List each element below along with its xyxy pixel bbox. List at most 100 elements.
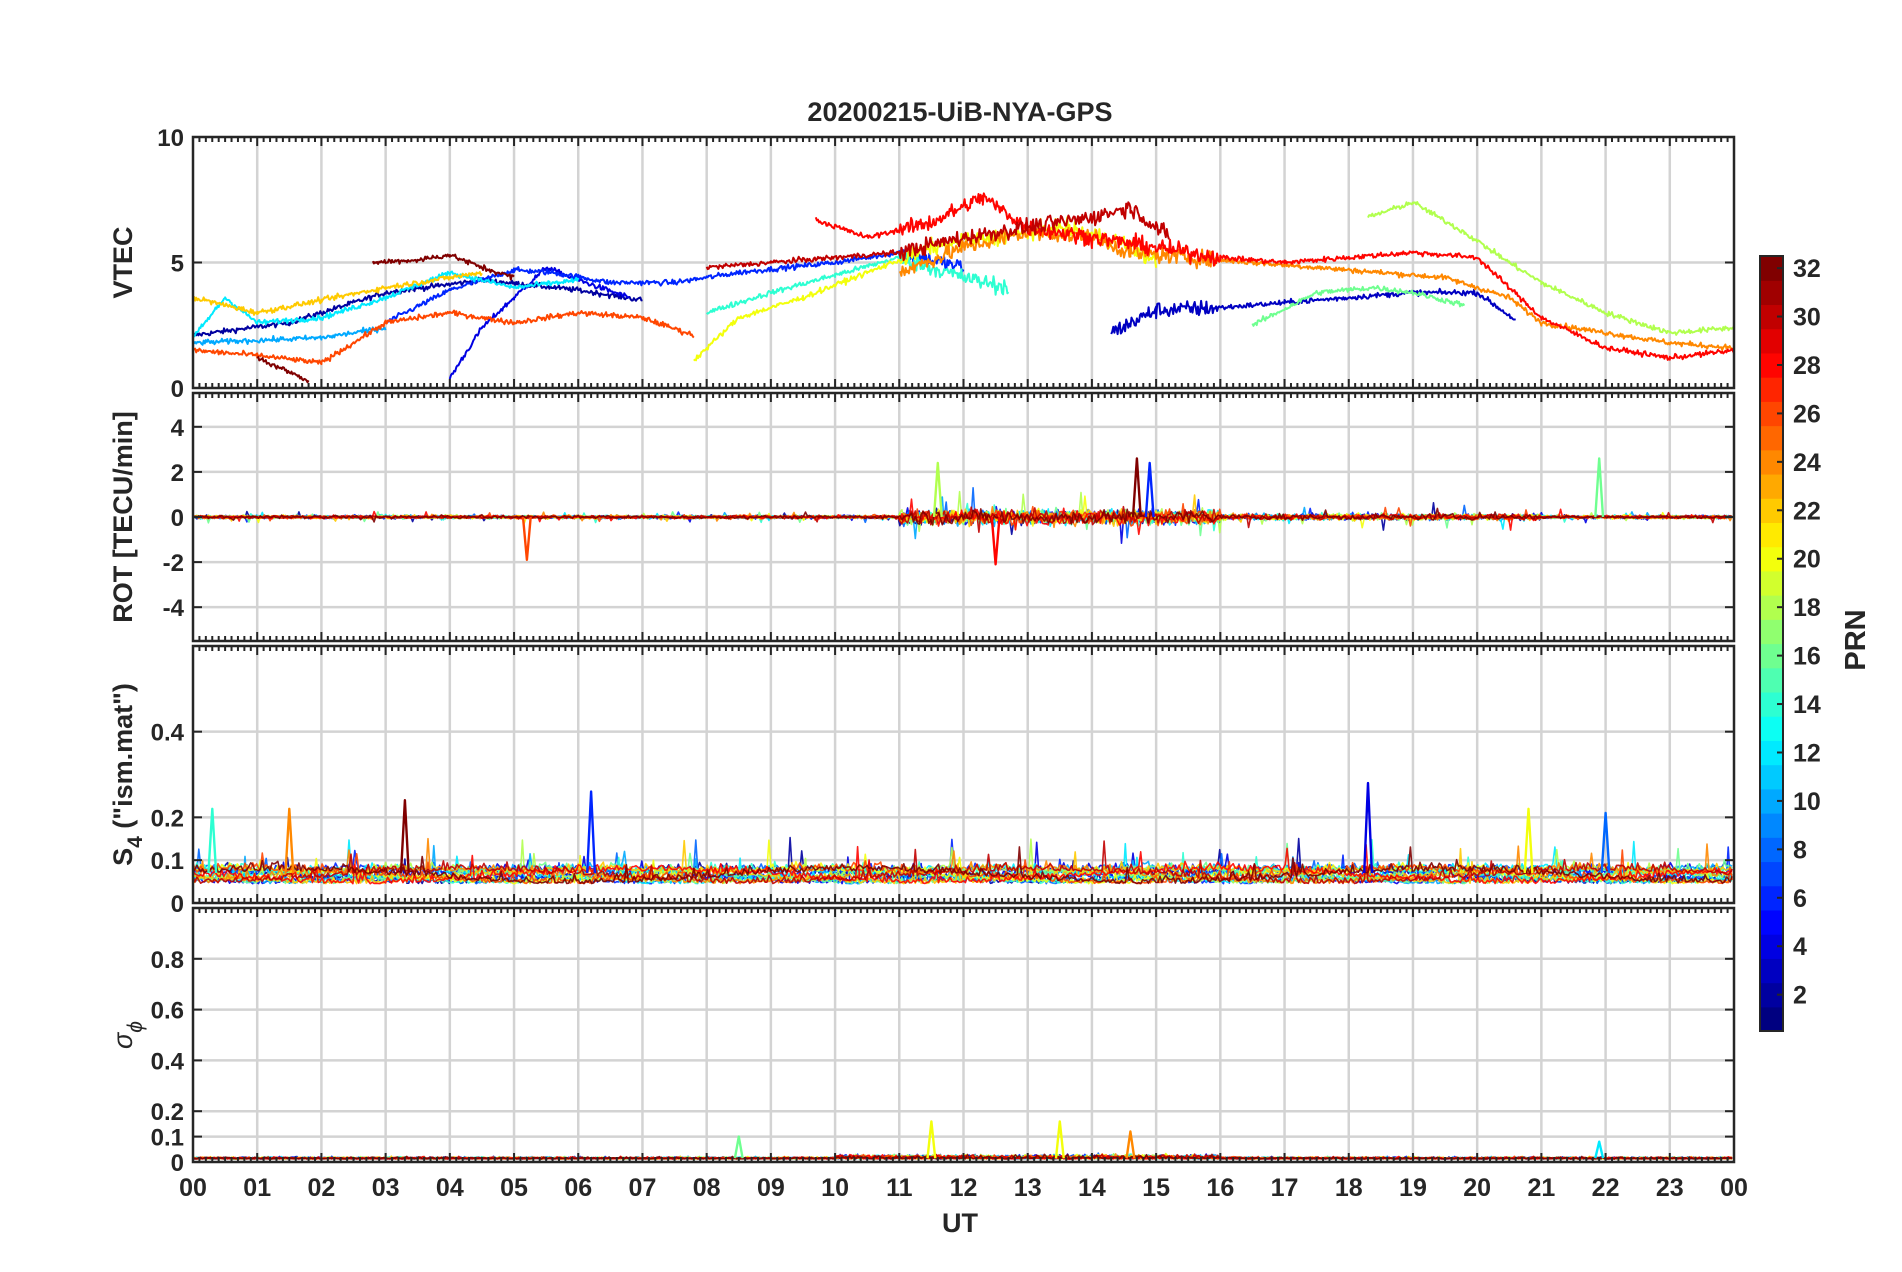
colorbar-tick-label: 30 <box>1793 304 1821 332</box>
colorbar-tick-label: 8 <box>1793 836 1807 864</box>
spike-prn-32 <box>1131 457 1142 518</box>
spike-prn-14 <box>207 807 218 874</box>
panel-4: 00.10.2 0.4 0.6 0.8 σϕ <box>108 906 1736 1177</box>
grid <box>193 646 1734 903</box>
colorbar-band <box>1760 643 1783 669</box>
x-ticks <box>192 393 1735 641</box>
colorbar-band <box>1760 861 1783 887</box>
y-tick-label: -4 <box>163 595 185 622</box>
vtec-series-prn-14 <box>705 252 1010 315</box>
y-axis-label: VTEC <box>108 226 138 298</box>
colorbar-band <box>1760 449 1783 475</box>
y-tick-label: 0 <box>171 1150 184 1177</box>
x-tick-label: 06 <box>564 1174 592 1202</box>
vtec-series-prn-28 <box>814 192 1734 361</box>
colorbar-band <box>1760 570 1783 596</box>
colorbar-band <box>1760 425 1783 451</box>
colorbar-frame <box>1759 255 1784 1032</box>
colorbar-tick-label: 14 <box>1793 691 1821 719</box>
spike-prn-24 <box>284 807 295 874</box>
y-tick-label: 0 <box>171 891 184 918</box>
vtec-series-prn-10 <box>193 326 387 346</box>
colorbar-band <box>1760 691 1783 717</box>
trace-prn-32 <box>193 507 1733 526</box>
vtec-series-prn-22 <box>193 271 483 316</box>
vtec-series-prn-4 <box>448 266 630 380</box>
y-axis-label-subscript: 4 <box>124 836 147 848</box>
x-tick-label: 11 <box>886 1174 913 1202</box>
grid <box>193 908 1734 1162</box>
x-tick-label: 13 <box>1014 1174 1042 1202</box>
y-tick-label: 0 <box>171 505 184 532</box>
x-tick-label: 02 <box>308 1174 336 1202</box>
y-tick-label: -2 <box>163 550 184 577</box>
x-tick-label: 20 <box>1463 1174 1491 1202</box>
colorbar-band <box>1760 837 1783 863</box>
colorbar-band <box>1760 619 1783 645</box>
colorbar-tick-label: 18 <box>1793 594 1821 622</box>
y-tick-label: 4 <box>171 415 185 442</box>
colorbar-band <box>1760 522 1783 548</box>
x-tick-label: 12 <box>950 1174 978 1202</box>
colorbar-band <box>1760 909 1783 935</box>
trace-prn-22 <box>193 839 1733 885</box>
spike-prn-20 <box>926 1120 937 1159</box>
x-tick-label: 04 <box>436 1174 464 1202</box>
vtec-series-prn-30 <box>705 201 1170 271</box>
spike-prn-16 <box>733 1135 744 1159</box>
colorbar-tick-label: 28 <box>1793 352 1821 380</box>
y-axis-label-suffix: ("ism.mat") <box>108 683 138 836</box>
x-tick-label: 09 <box>757 1174 785 1202</box>
colorbar-band <box>1760 740 1783 766</box>
y-axis-label: ROT [TECU/min] <box>108 411 138 622</box>
colorbar-band <box>1760 546 1783 572</box>
x-ticks <box>192 646 1735 903</box>
spike-prn-8 <box>1600 811 1611 874</box>
spike-prn-28 <box>990 516 1001 566</box>
y-axis-label-main: S <box>108 848 138 866</box>
colorbar-band <box>1760 958 1783 984</box>
x-tick-label: 21 <box>1527 1174 1555 1202</box>
spike-prn-6 <box>1144 461 1155 518</box>
colorbar-band <box>1760 934 1783 959</box>
colorbar-band <box>1760 304 1783 330</box>
colorbar-tick-label: 16 <box>1793 643 1821 671</box>
x-tick-label: 10 <box>821 1174 849 1202</box>
y-tick-label: 0.4 <box>151 1048 185 1075</box>
y-axis-label-main: VTEC <box>108 226 138 298</box>
x-tick-label: 00 <box>1720 1174 1748 1202</box>
colorbar-tick-label: 20 <box>1793 546 1821 574</box>
x-axis-label: UT <box>942 1208 978 1238</box>
x-tick-label: 22 <box>1592 1174 1620 1202</box>
spike-prn-32 <box>399 799 410 874</box>
colorbar-tick-label: 12 <box>1793 739 1821 767</box>
colorbar-tick-label: 24 <box>1793 449 1821 477</box>
panel-3: 00.10.20.4S4 ("ism.mat") <box>108 644 1736 918</box>
x-tick-label: 01 <box>243 1174 271 1202</box>
vtec-series-prn-32 <box>256 253 515 384</box>
x-tick-label: 00 <box>179 1174 207 1202</box>
colorbar-band <box>1760 788 1783 814</box>
colorbar-band <box>1760 885 1783 911</box>
colorbar-band <box>1760 352 1783 378</box>
vtec-series-prn-16 <box>1251 284 1466 327</box>
data-lines <box>193 457 1733 566</box>
colorbar-label: PRN <box>1840 609 1872 670</box>
y-tick-label: 10 <box>157 125 184 152</box>
y-tick-label: 0.1 <box>151 1125 184 1152</box>
colorbar-band <box>1760 498 1783 524</box>
vtec-series-prn-18 <box>1367 201 1734 336</box>
x-tick-label: 05 <box>500 1174 528 1202</box>
colorbar-band <box>1760 764 1783 790</box>
x-tick-label: 07 <box>629 1174 657 1202</box>
colorbar-band <box>1760 377 1783 402</box>
colorbar-band <box>1760 982 1783 1008</box>
colorbar-tick-label: 6 <box>1793 885 1807 913</box>
x-ticks <box>192 137 1735 388</box>
vtec-series-prn-12 <box>193 270 580 338</box>
colorbar-band <box>1760 401 1783 427</box>
x-tick-label: 16 <box>1206 1174 1234 1202</box>
